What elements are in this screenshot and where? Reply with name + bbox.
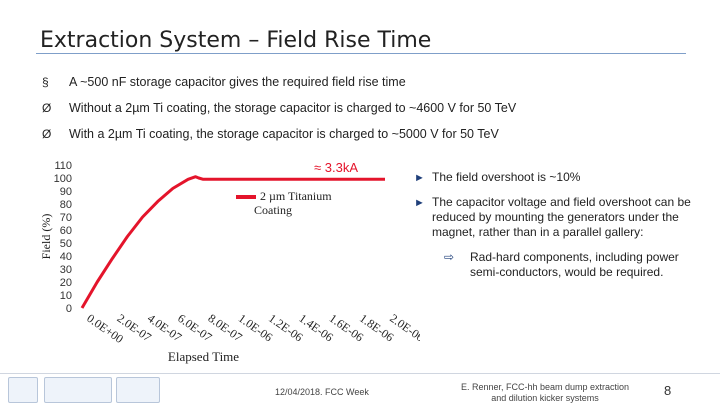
- sub-bullet-text: Rad-hard components, including power sem…: [470, 250, 679, 279]
- x-axis-label: Elapsed Time: [168, 349, 239, 364]
- institute-logo: [8, 377, 38, 403]
- triangle-right-icon: ►: [414, 172, 425, 184]
- right-bullet-item: ► The field overshoot is ~10%: [410, 170, 700, 185]
- top-bullet-list: § A ~500 nF storage capacitor gives the …: [42, 70, 682, 148]
- y-tick-label: 90: [60, 186, 72, 198]
- footer-divider: [0, 373, 720, 374]
- right-bullet-item: ► The capacitor voltage and field oversh…: [410, 195, 700, 240]
- bullet-marker: §: [42, 75, 49, 89]
- x-tick-label: 8.0E-07: [205, 311, 244, 344]
- legend-label: 2 µm Titanium: [260, 189, 332, 203]
- hollow-arrow-icon: ⇨: [444, 250, 455, 264]
- series-line: [80, 175, 385, 309]
- slide-title: Extraction System – Field Rise Time: [40, 28, 432, 53]
- x-tick-label: 1.2E-06: [266, 311, 305, 344]
- x-tick-label: 2.0E-06: [387, 311, 420, 344]
- y-tick-label: 50: [60, 238, 72, 250]
- y-tick-label: 80: [60, 199, 72, 211]
- y-tick-label: 70: [60, 212, 72, 224]
- x-tick-label: 4.0E-07: [145, 311, 184, 344]
- x-tick-label: 1.6E-06: [327, 311, 366, 344]
- y-tick-label: 40: [60, 251, 72, 263]
- x-tick-label: 1.4E-06: [296, 311, 335, 344]
- bullet-marker: Ø: [42, 127, 52, 141]
- title-underline: [36, 53, 686, 54]
- x-tick-label: 1.8E-06: [357, 311, 396, 344]
- bullet-text: Without a 2µm Ti coating, the storage ca…: [69, 101, 517, 115]
- bullet-item: § A ~500 nF storage capacitor gives the …: [42, 70, 682, 96]
- page-number: 8: [664, 383, 672, 398]
- bullet-text: With a 2µm Ti coating, the storage capac…: [69, 127, 499, 141]
- y-tick-label: 100: [54, 173, 72, 185]
- sub-bullet-item: ⇨ Rad-hard components, including power s…: [432, 250, 700, 280]
- footer: 12/04/2018. FCC Week E. Renner, FCC-hh b…: [0, 373, 720, 405]
- bullet-item: Ø With a 2µm Ti coating, the storage cap…: [42, 122, 682, 148]
- current-annotation: ≈ 3.3kA: [314, 160, 358, 175]
- x-tick-label: 1.0E-06: [236, 311, 275, 344]
- y-tick-label: 30: [60, 264, 72, 276]
- legend-label: Coating: [254, 203, 292, 217]
- eurocirccol-logo: [116, 377, 160, 403]
- y-tick-label: 20: [60, 277, 72, 289]
- footer-date: 12/04/2018. FCC Week: [275, 387, 369, 397]
- y-tick-label: 110: [54, 160, 72, 172]
- fcc-logo: [44, 377, 112, 403]
- bullet-item: Ø Without a 2µm Ti coating, the storage …: [42, 96, 682, 122]
- right-bullet-text: The field overshoot is ~10%: [432, 170, 581, 184]
- right-bullet-text: The capacitor voltage and field overshoo…: [432, 195, 691, 239]
- bullet-text: A ~500 nF storage capacitor gives the re…: [69, 75, 406, 89]
- triangle-right-icon: ►: [414, 197, 425, 209]
- y-tick-label: 60: [60, 225, 72, 237]
- y-tick-label: 10: [60, 290, 72, 302]
- footer-author: E. Renner, FCC-hh beam dump extraction a…: [460, 382, 630, 403]
- x-tick-label: 6.0E-07: [175, 311, 214, 344]
- y-tick-label: 0: [66, 303, 72, 315]
- y-axis-label: Field (%): [39, 214, 53, 260]
- right-bullet-list: ► The field overshoot is ~10% ► The capa…: [410, 170, 700, 280]
- bullet-marker: Ø: [42, 101, 52, 115]
